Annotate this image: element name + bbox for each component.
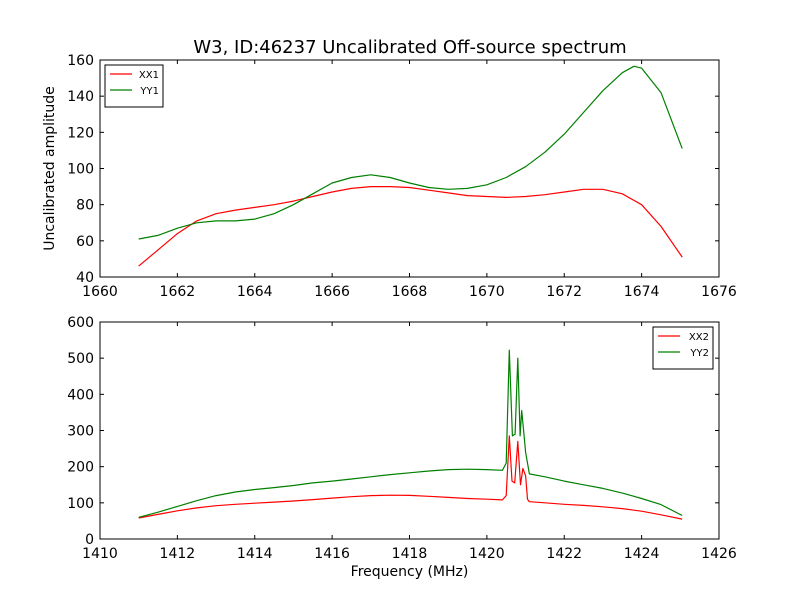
x-tick-label: 1664 (237, 284, 273, 300)
x-tick-label: 1416 (314, 546, 350, 562)
x-tick-label: 1676 (701, 284, 737, 300)
y-tick-label: 600 (67, 315, 94, 331)
y-tick-label: 500 (67, 351, 94, 367)
x-axis-label: Frequency (MHz) (351, 564, 469, 580)
x-tick-label: 1426 (701, 546, 737, 562)
x-tick-label: 1674 (624, 284, 660, 300)
y-tick-label: 0 (85, 532, 94, 548)
series-line-yy1 (138, 65, 683, 240)
x-tick-label: 1424 (624, 546, 660, 562)
series-line-xx2 (138, 435, 683, 520)
x-tick-label: 1418 (392, 546, 428, 562)
x-tick-label: 1672 (546, 284, 582, 300)
y-axis-label: Uncalibrated amplitude (42, 86, 58, 251)
y-tick-label: 100 (67, 162, 94, 178)
x-tick-label: 1410 (82, 546, 118, 562)
x-tick-label: 1670 (469, 284, 505, 300)
x-tick-label: 1420 (469, 546, 505, 562)
x-tick-label: 1662 (160, 284, 196, 300)
y-tick-label: 200 (67, 460, 94, 476)
y-tick-label: 160 (67, 53, 94, 69)
x-tick-label: 1668 (392, 284, 428, 300)
legend-label-yy1: YY1 (139, 86, 159, 97)
legend-label-xx2: XX2 (689, 332, 709, 343)
y-tick-label: 100 (67, 496, 94, 512)
y-tick-label: 300 (67, 424, 94, 440)
legend-box (104, 64, 164, 108)
legend-label-yy2: YY2 (689, 348, 709, 359)
x-tick-label: 1666 (314, 284, 350, 300)
figure-title: W3, ID:46237 Uncalibrated Off-source spe… (193, 37, 626, 58)
top-spectrum-panel: 1660 1662 1664 1666 1668 1670 1672 1674 1676 40 60… (42, 53, 737, 300)
x-tick-label: 1412 (160, 546, 196, 562)
legend-box (652, 326, 714, 370)
y-tick-label: 120 (67, 125, 94, 141)
series-line-xx1 (138, 186, 683, 267)
bottom-spectrum-panel: 1410 1412 1414 1416 1418 1420 1422 1424 1426 0 100… (67, 315, 737, 580)
legend-label-xx1: XX1 (139, 70, 159, 81)
y-tick-label: 60 (76, 234, 94, 250)
y-tick-label: 140 (67, 89, 94, 105)
x-tick-label: 1422 (546, 546, 582, 562)
y-tick-label: 400 (67, 387, 94, 403)
y-tick-label: 80 (76, 198, 94, 214)
x-tick-label: 1660 (82, 284, 118, 300)
series-line-yy2 (138, 349, 683, 518)
x-tick-label: 1414 (237, 546, 273, 562)
y-tick-label: 40 (76, 270, 94, 286)
